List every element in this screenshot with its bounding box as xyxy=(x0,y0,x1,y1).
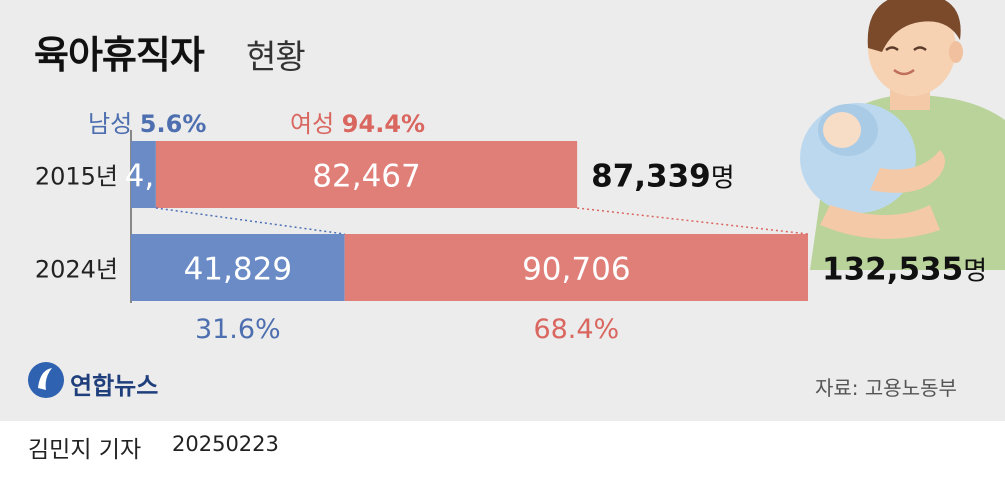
category-label: 2024년 xyxy=(35,256,118,284)
yonhap-logo-icon xyxy=(28,362,64,398)
category-label: 2015년 xyxy=(35,163,118,191)
chart-subtitle: 현황 xyxy=(246,37,306,76)
chart-title: 육아휴직자 xyxy=(34,33,205,77)
chart-canvas: 4,87282,4672015년87,339명41,82990,7062024년… xyxy=(35,110,987,345)
share-male-2024: 31.6% xyxy=(195,314,281,345)
total-label: 132,535명 xyxy=(822,252,987,288)
bar-male-1 xyxy=(131,234,345,301)
share-female-2015: 94.4% xyxy=(342,110,425,138)
total-unit: 명 xyxy=(711,164,735,194)
yonhap-logo-text: 연합뉴스 xyxy=(70,372,159,400)
bar-value-label: 41,829 xyxy=(184,252,292,288)
bar-value-label: 90,706 xyxy=(522,252,630,288)
total-unit: 명 xyxy=(963,257,987,287)
bar-female-0 xyxy=(155,141,578,208)
share-male-2015: 5.6% xyxy=(140,110,207,138)
share-female-2024: 68.4% xyxy=(533,314,619,345)
connector-female xyxy=(577,207,809,235)
connector-male xyxy=(155,207,345,235)
legend-female: 여성 94.4% xyxy=(290,110,425,138)
total-label: 87,339명 xyxy=(591,159,735,195)
credit-footer xyxy=(0,421,1005,484)
bar-male-0 xyxy=(131,141,156,208)
parent-baby-illustration xyxy=(800,0,1005,270)
bar-female-1 xyxy=(344,234,808,301)
legend-male: 남성 5.6% xyxy=(88,110,206,138)
source-note: 자료: 고용노동부 xyxy=(815,376,957,400)
credit-date: 20250223 xyxy=(172,432,279,456)
reporter-credit: 김민지 기자 xyxy=(28,437,142,463)
bar-value-label: 82,467 xyxy=(312,159,420,195)
